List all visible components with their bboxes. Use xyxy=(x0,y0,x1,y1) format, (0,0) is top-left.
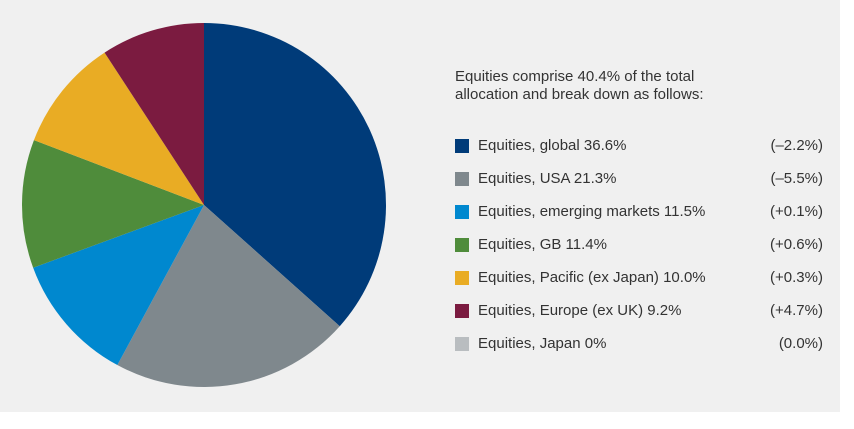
legend-value: 9.2% xyxy=(647,302,682,319)
legend-value: 0% xyxy=(584,335,607,352)
pie-slice xyxy=(33,205,204,366)
legend-change: (+0.1%) xyxy=(770,203,823,220)
legend-label: Equities, Europe (ex UK) 9.2% xyxy=(478,301,681,321)
legend-label: Equities, GB 11.4% xyxy=(478,235,607,255)
legend-change: (+0.3%) xyxy=(770,269,823,286)
legend-name: Equities, Japan xyxy=(478,335,581,352)
legend-item: Equities, global 36.6% (–2.2%) xyxy=(455,136,823,156)
pie-chart xyxy=(21,23,387,388)
legend-name: Equities, USA xyxy=(478,170,570,187)
legend-swatch xyxy=(455,172,469,186)
legend-change: (+0.6%) xyxy=(770,236,823,253)
legend-value: 36.6% xyxy=(583,137,627,154)
legend-swatch xyxy=(455,304,469,318)
legend-swatch xyxy=(455,271,469,285)
legend-swatch xyxy=(455,205,469,219)
pie-slice xyxy=(104,23,204,205)
legend-item: Equities, emerging markets 11.5% (+0.1%) xyxy=(455,202,823,222)
legend-label: Equities, USA 21.3% xyxy=(478,169,616,189)
legend-item: Equities, Pacific (ex Japan) 10.0% (+0.3%… xyxy=(455,268,823,288)
legend-item: Equities, GB 11.4% (+0.6%) xyxy=(455,235,823,255)
legend-item: Equities, Japan 0% (0.0%) xyxy=(455,334,823,354)
legend-change: (–5.5%) xyxy=(770,170,823,187)
legend-label: Equities, Japan 0% xyxy=(478,334,606,354)
panel: Equities comprise 40.4% of the total all… xyxy=(0,0,840,412)
pie-slice xyxy=(33,52,204,205)
legend-name: Equities, global xyxy=(478,137,580,154)
legend-swatch xyxy=(455,238,469,252)
pie-slice xyxy=(21,140,204,268)
legend-value: 11.4% xyxy=(565,236,607,253)
legend-value: 10.0% xyxy=(663,269,706,286)
legend-name: Equities, Pacific (ex Japan) xyxy=(478,269,659,286)
pie-slice xyxy=(117,205,340,388)
legend-label: Equities, global 36.6% xyxy=(478,136,626,156)
legend-name: Equities, Europe (ex UK) xyxy=(478,302,644,319)
pie-slice xyxy=(204,23,387,327)
legend-value: 21.3% xyxy=(573,170,617,187)
legend-name: Equities, GB xyxy=(478,236,562,253)
legend-item: Equities, Europe (ex UK) 9.2% (+4.7%) xyxy=(455,301,823,321)
subtitle: Equities comprise 40.4% of the total all… xyxy=(455,68,704,103)
legend-change: (+4.7%) xyxy=(770,302,823,319)
legend-item: Equities, USA 21.3% (–5.5%) xyxy=(455,169,823,189)
legend-swatch xyxy=(455,139,469,153)
legend-change: (–2.2%) xyxy=(770,137,823,154)
legend-change: (0.0%) xyxy=(778,335,823,352)
legend-name: Equities, emerging markets xyxy=(478,203,660,220)
legend-value: 11.5% xyxy=(663,203,706,220)
legend-label: Equities, emerging markets 11.5% xyxy=(478,202,705,222)
legend-swatch xyxy=(455,337,469,351)
legend-label: Equities, Pacific (ex Japan) 10.0% xyxy=(478,268,706,288)
